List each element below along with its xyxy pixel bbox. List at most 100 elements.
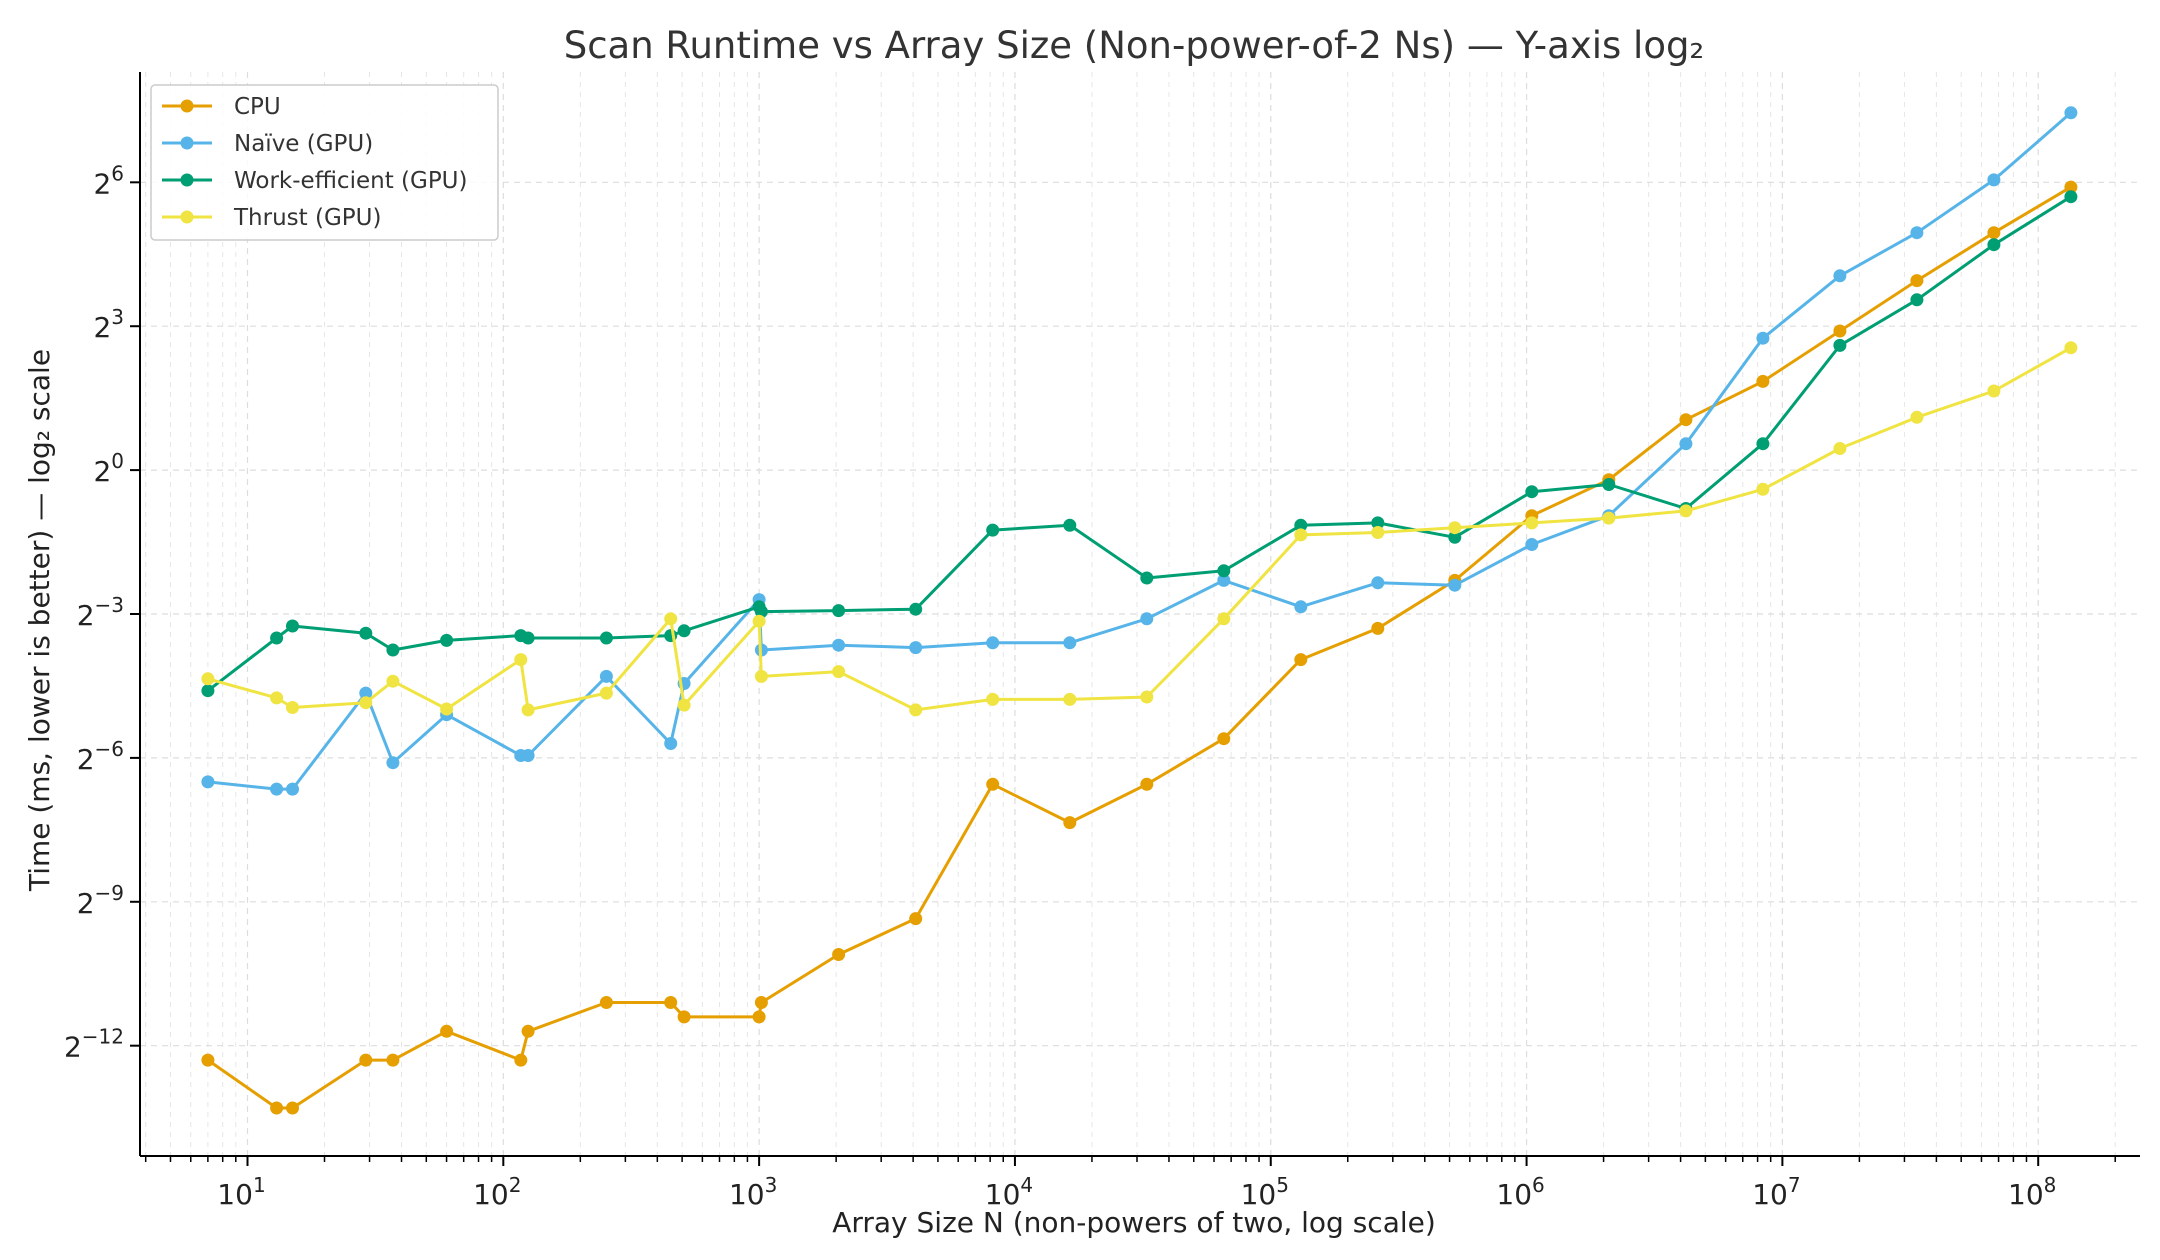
data-point [986, 692, 1000, 706]
data-point [1833, 338, 1847, 352]
data-point [1910, 226, 1924, 240]
data-point [1063, 518, 1077, 532]
data-point [1294, 600, 1308, 614]
data-point [1294, 528, 1308, 542]
data-point [909, 602, 923, 616]
y-tick-label: 23 [93, 305, 124, 344]
y-axis-label: Time (ms, lower is better) — log₂ scale [23, 349, 56, 892]
legend-label: CPU [234, 94, 281, 120]
chart-title: Scan Runtime vs Array Size (Non-power-of… [564, 24, 1705, 67]
data-point [270, 691, 284, 705]
x-tick-label: 103 [729, 1173, 777, 1211]
legend: CPU Naïve (GPU) Work-efficient (GPU) Thrust… [150, 84, 499, 241]
data-point [599, 631, 613, 645]
data-point [599, 996, 613, 1009]
data-point [677, 624, 691, 638]
data-point [1987, 384, 2001, 398]
data-point [1448, 521, 1462, 535]
x-tick-label: 101 [217, 1173, 265, 1211]
data-point [1371, 621, 1385, 635]
data-point [754, 996, 768, 1009]
series-3 [201, 341, 2078, 717]
data-point [752, 614, 766, 628]
data-point [1525, 538, 1539, 551]
data-point [286, 701, 299, 714]
data-point [1063, 692, 1077, 706]
data-point [1602, 511, 1616, 525]
data-point [1063, 636, 1077, 650]
data-point [1833, 269, 1847, 283]
data-point [1756, 331, 1770, 345]
data-point [2064, 341, 2078, 355]
x-tick-label: 104 [985, 1173, 1033, 1211]
data-point [440, 633, 454, 647]
data-point [1371, 576, 1385, 590]
data-point [1679, 437, 1693, 451]
y-tick-label: 2−12 [64, 1025, 124, 1064]
legend-marker [180, 99, 194, 113]
x-tick-label: 108 [2008, 1173, 2056, 1211]
y-tick-label: 26 [93, 161, 124, 200]
series-1 [201, 106, 2078, 796]
data-point [521, 1024, 535, 1038]
data-point [1448, 578, 1462, 592]
data-point [909, 912, 923, 926]
x-tick-label: 107 [1752, 1173, 1800, 1211]
data-point [986, 636, 1000, 650]
data-point [664, 612, 678, 626]
data-point [201, 672, 215, 686]
data-point [270, 631, 284, 645]
data-point [1217, 573, 1231, 587]
legend-entry: Work-efficient (GPU) [162, 168, 468, 194]
data-point [1833, 442, 1847, 455]
data-point [201, 684, 215, 698]
legend-marker [180, 173, 194, 187]
data-point [1987, 238, 2001, 252]
legend-entry: Naïve (GPU) [162, 131, 373, 157]
data-point [1756, 437, 1770, 451]
data-point [1294, 518, 1308, 532]
data-point [1679, 504, 1693, 518]
data-point [514, 653, 528, 667]
data-point [1140, 612, 1154, 626]
data-point [386, 674, 400, 688]
data-point [286, 619, 299, 633]
data-point [521, 703, 535, 717]
data-point [986, 777, 1000, 791]
data-point [359, 696, 373, 710]
data-point [832, 604, 846, 618]
legend-marker [180, 136, 194, 150]
data-point [286, 782, 299, 796]
data-point [909, 703, 923, 717]
data-point [386, 643, 400, 657]
data-point [754, 669, 768, 683]
data-point [386, 756, 400, 770]
series-line [207, 346, 2072, 712]
x-tick-label: 105 [1241, 1173, 1289, 1211]
legend-label: Thrust (GPU) [233, 205, 381, 231]
x-tick-label: 102 [473, 1173, 521, 1211]
y-tick-label: 20 [93, 449, 124, 488]
data-point [599, 669, 613, 683]
data-point [514, 1053, 528, 1067]
series-line [207, 185, 2072, 1110]
data-point [1371, 526, 1385, 539]
data-point [2064, 180, 2078, 194]
data-point [440, 702, 454, 716]
data-point [440, 1024, 454, 1038]
data-point [677, 1010, 691, 1024]
data-point [359, 686, 373, 700]
data-point [1525, 485, 1539, 499]
data-point [1140, 690, 1154, 704]
series [201, 106, 2078, 1115]
data-point [1371, 516, 1385, 530]
data-point [2064, 106, 2078, 120]
data-point [201, 775, 215, 789]
series-line [206, 195, 2072, 692]
data-point [909, 641, 923, 655]
data-point [1910, 274, 1924, 288]
data-point [1217, 564, 1231, 578]
y-tick-label: 2−6 [77, 737, 124, 776]
